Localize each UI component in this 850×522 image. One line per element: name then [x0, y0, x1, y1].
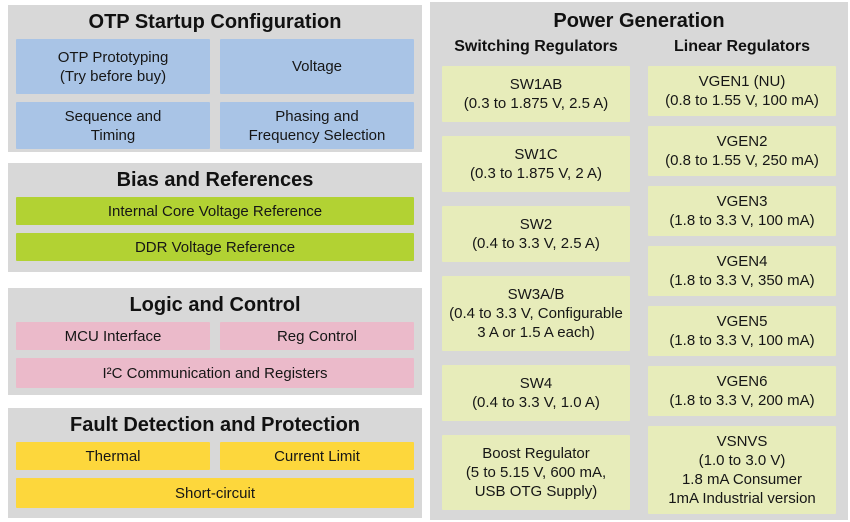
bias-references-title: Bias and References [116, 169, 314, 191]
otp-startup-section: OTP Startup Configuration OTP Prototypin… [8, 5, 422, 152]
vgen4-box: VGEN4 (1.8 to 3.3 V, 350 mA) [648, 246, 836, 296]
otp-grid: OTP Prototyping (Try before buy) Voltage… [16, 39, 414, 149]
fault-row: Thermal Current Limit [16, 442, 414, 470]
switching-regulators-column: SW1AB (0.3 to 1.875 V, 2.5 A) SW1C (0.3 … [442, 66, 630, 514]
phasing-frequency-box: Phasing and Frequency Selection [220, 102, 414, 149]
boost-regulator-box: Boost Regulator (5 to 5.15 V, 600 mA, US… [442, 435, 630, 510]
bias-stack: Internal Core Voltage Reference DDR Volt… [16, 197, 414, 261]
voltage-box: Voltage [220, 39, 414, 94]
left-column: OTP Startup Configuration OTP Prototypin… [8, 5, 422, 518]
sequence-timing-box: Sequence and Timing [16, 102, 210, 149]
sw4-box: SW4 (0.4 to 3.3 V, 1.0 A) [442, 365, 630, 421]
thermal-box: Thermal [16, 442, 210, 470]
sw3ab-box: SW3A/B (0.4 to 3.3 V, Configurable 3 A o… [442, 276, 630, 351]
switching-regulators-header: Switching Regulators [454, 38, 618, 55]
ddr-vref-box: DDR Voltage Reference [16, 233, 414, 261]
sw1ab-box: SW1AB (0.3 to 1.875 V, 2.5 A) [442, 66, 630, 122]
power-columns: SW1AB (0.3 to 1.875 V, 2.5 A) SW1C (0.3 … [442, 66, 836, 514]
mcu-interface-box: MCU Interface [16, 322, 210, 350]
linear-regulators-column: VGEN1 (NU) (0.8 to 1.55 V, 100 mA) VGEN2… [648, 66, 836, 514]
otp-startup-title: OTP Startup Configuration [88, 11, 342, 33]
logic-control-section: Logic and Control MCU Interface Reg Cont… [8, 288, 422, 395]
logic-control-title: Logic and Control [129, 294, 301, 316]
otp-prototyping-box: OTP Prototyping (Try before buy) [16, 39, 210, 94]
linear-regulators-header: Linear Regulators [673, 38, 811, 55]
power-generation-title: Power Generation [553, 10, 725, 32]
vgen5-box: VGEN5 (1.8 to 3.3 V, 100 mA) [648, 306, 836, 356]
reg-control-box: Reg Control [220, 322, 414, 350]
internal-core-vref-box: Internal Core Voltage Reference [16, 197, 414, 225]
vsnvs-box: VSNVS (1.0 to 3.0 V) 1.8 mA Consumer 1mA… [648, 426, 836, 514]
vgen1-box: VGEN1 (NU) (0.8 to 1.55 V, 100 mA) [648, 66, 836, 116]
sw2-box: SW2 (0.4 to 3.3 V, 2.5 A) [442, 206, 630, 262]
bias-references-section: Bias and References Internal Core Voltag… [8, 163, 422, 272]
i2c-communication-box: I²C Communication and Registers [16, 358, 414, 388]
logic-row: MCU Interface Reg Control [16, 322, 414, 350]
power-generation-section: Power Generation Switching Regulators Li… [430, 2, 848, 520]
short-circuit-box: Short-circuit [16, 478, 414, 508]
vgen2-box: VGEN2 (0.8 to 1.55 V, 250 mA) [648, 126, 836, 176]
power-subheaders: Switching Regulators Linear Regulators [442, 36, 836, 58]
fault-protection-title: Fault Detection and Protection [69, 414, 361, 436]
fault-protection-section: Fault Detection and Protection Thermal C… [8, 408, 422, 518]
vgen3-box: VGEN3 (1.8 to 3.3 V, 100 mA) [648, 186, 836, 236]
vgen6-box: VGEN6 (1.8 to 3.3 V, 200 mA) [648, 366, 836, 416]
current-limit-box: Current Limit [220, 442, 414, 470]
sw1c-box: SW1C (0.3 to 1.875 V, 2 A) [442, 136, 630, 192]
